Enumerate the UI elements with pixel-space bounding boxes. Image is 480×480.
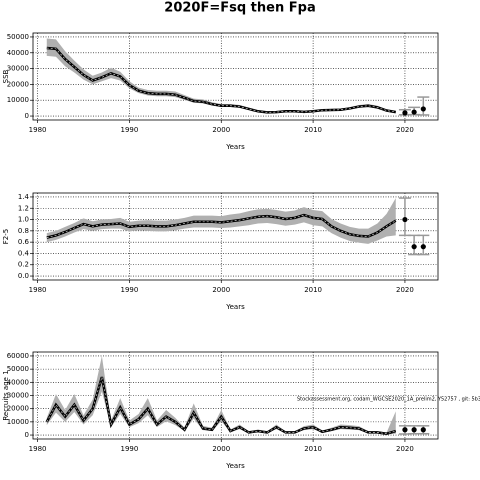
x-tick-label: 1990	[121, 286, 139, 294]
y-tick-label: 0	[25, 112, 29, 120]
plot-frame	[32, 192, 439, 281]
x-tick-label: 2010	[304, 445, 322, 453]
x-tick-label: 2020	[396, 126, 414, 134]
annotation: Stockassessment.org, codam_WGCSE2020_1A_…	[297, 397, 480, 403]
y-tick-label: 10000	[7, 96, 29, 104]
plot-frame	[32, 32, 439, 121]
forecast-point	[411, 109, 417, 115]
x-tick-label: 1980	[29, 126, 47, 134]
forecast-point	[402, 216, 408, 223]
x-tick-label: 1980	[29, 445, 47, 453]
y-tick-label: 30000	[7, 392, 29, 400]
x-tick-label: 1990	[121, 126, 139, 134]
y-axis-label: F2-5	[2, 229, 10, 244]
y-tick-label: 10000	[7, 418, 29, 426]
estimate-line-dash	[46, 214, 396, 238]
x-axis-label: Years	[225, 303, 245, 311]
y-tick-label: 0	[25, 431, 29, 439]
x-tick-label: 2020	[396, 286, 414, 294]
plot-frame	[32, 351, 439, 440]
forecast-point	[411, 244, 417, 250]
x-tick-label: 2010	[304, 286, 322, 294]
estimate-line-dash	[46, 47, 396, 113]
y-tick-label: 1.4	[18, 193, 30, 201]
forecast-point	[402, 110, 408, 116]
y-tick-label: 1.0	[18, 216, 29, 224]
x-tick-label: 2020	[396, 445, 414, 453]
x-tick-label: 2000	[212, 445, 230, 453]
y-tick-label: 40000	[7, 49, 29, 57]
forecast-point	[420, 427, 426, 433]
y-tick-label: 40000	[7, 378, 29, 386]
forecast-point	[402, 427, 408, 433]
y-axis-label: Recruits age 1	[2, 370, 10, 420]
estimate-line	[45, 376, 397, 436]
y-tick-label: 0.0	[18, 272, 29, 280]
y-tick-label: 20000	[7, 80, 29, 88]
y-tick-label: 50000	[7, 365, 29, 373]
forecast-point	[411, 427, 417, 433]
x-tick-label: 2000	[212, 286, 230, 294]
forecast-point	[420, 106, 426, 112]
confidence-band	[46, 198, 396, 244]
x-tick-label: 1980	[29, 286, 47, 294]
y-tick-label: 60000	[7, 352, 29, 360]
x-tick-label: 2010	[304, 126, 322, 134]
y-tick-label: 0.4	[18, 249, 30, 257]
x-axis-label: Years	[225, 143, 245, 151]
y-tick-label: 1.2	[18, 204, 29, 212]
y-tick-label: 50000	[7, 33, 29, 41]
y-axis-label: SSB	[2, 69, 10, 83]
y-tick-label: 0.2	[18, 261, 29, 269]
y-tick-label: 0.8	[18, 227, 29, 235]
y-tick-label: 0.6	[18, 238, 30, 246]
x-axis-label: Years	[225, 462, 245, 470]
y-tick-label: 20000	[7, 405, 29, 413]
x-tick-label: 1990	[121, 445, 139, 453]
x-tick-label: 2000	[212, 126, 230, 134]
y-tick-label: 30000	[7, 65, 29, 73]
figure-title: 2020F=Fsq then Fpa	[164, 1, 315, 16]
forecast-point	[420, 244, 426, 250]
